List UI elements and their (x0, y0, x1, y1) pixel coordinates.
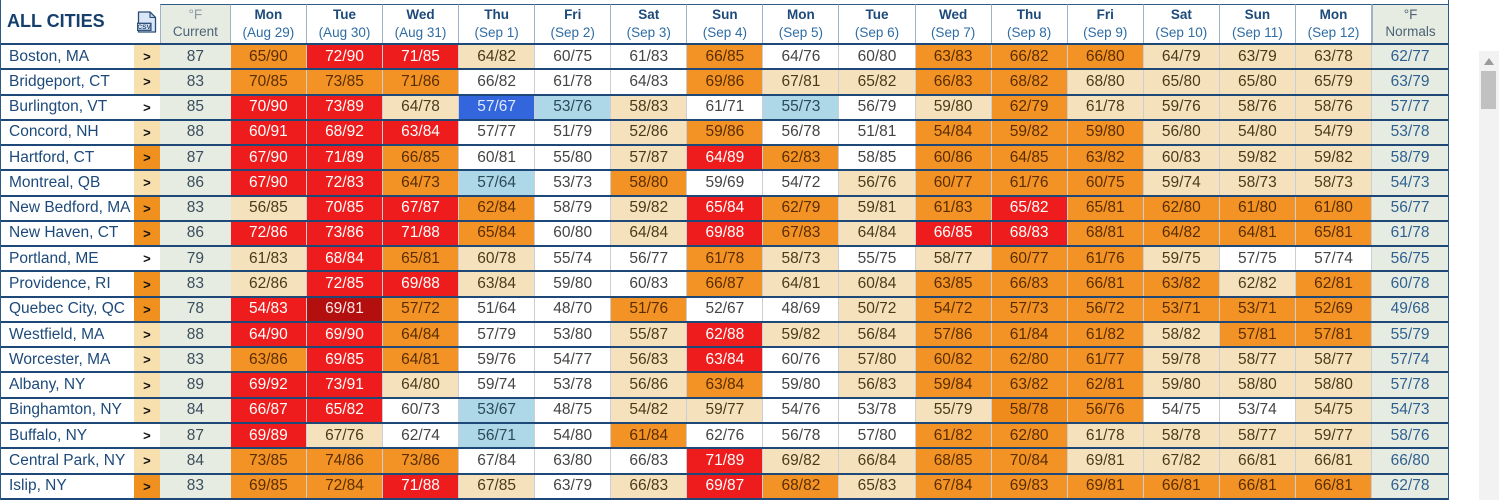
svg-text:CSV: CSV (137, 24, 151, 31)
